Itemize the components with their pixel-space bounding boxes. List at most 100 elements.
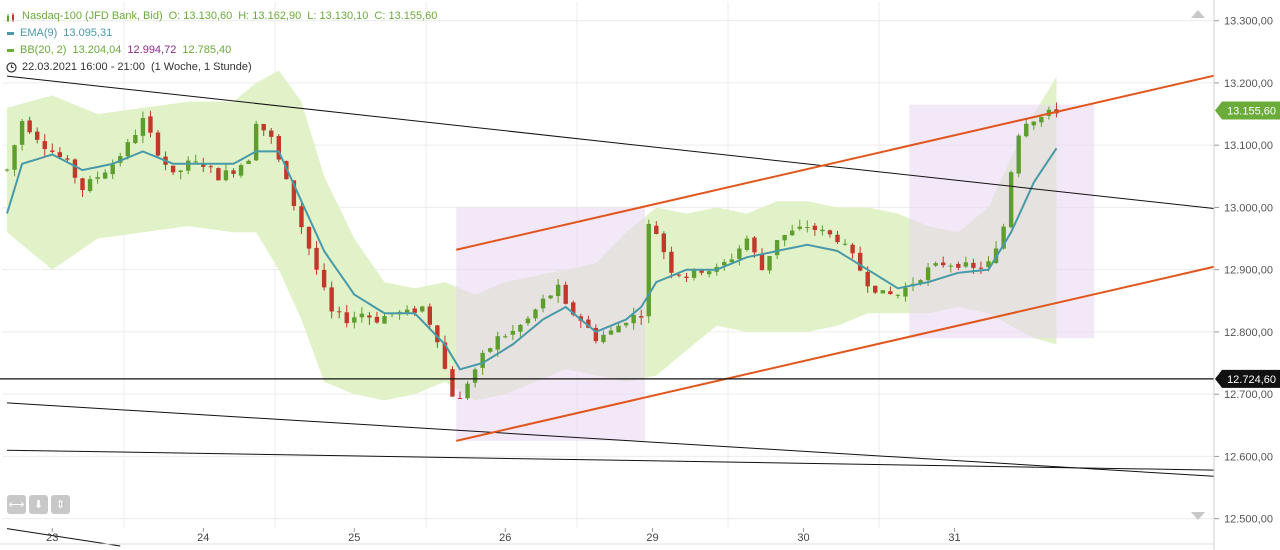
candle-body	[533, 309, 538, 319]
time-tick-label: 24	[197, 532, 209, 544]
candle-body	[306, 227, 312, 249]
time-axis: 23 24 25 26 29 30 31	[0, 528, 1214, 545]
scroll-up-icon[interactable]	[1191, 10, 1205, 18]
ema-swatch	[7, 32, 14, 35]
price-tick-label: 13.300,00	[1224, 16, 1273, 28]
candle-body	[639, 316, 644, 318]
price-axis: 12.500,00 12.600,00 12.700,00 12.800,00 12.9…	[1213, 0, 1280, 550]
price-tick-label: 12.600,00	[1224, 451, 1273, 463]
candle-body	[178, 170, 183, 172]
candle-body	[480, 352, 485, 368]
candle-body	[1039, 117, 1044, 123]
channel-line	[456, 74, 1215, 251]
candle-body	[238, 165, 244, 176]
candle-body	[382, 316, 387, 324]
legend-ema-label: EMA(9)	[20, 27, 58, 39]
time-tick-label: 31	[948, 532, 960, 544]
candle-body	[774, 240, 780, 256]
candle-body	[314, 247, 319, 270]
level-price-badge	[1215, 369, 1280, 388]
candle-body	[186, 160, 191, 171]
expand-horizontal-icon[interactable]: ⟷	[7, 495, 26, 514]
candle-body	[133, 135, 138, 144]
candle-body	[201, 163, 206, 167]
candle-body	[329, 287, 334, 312]
candle-body	[269, 130, 274, 137]
candle-body	[631, 314, 636, 324]
candle-body	[140, 117, 146, 136]
candle-body	[941, 262, 946, 266]
candle-body	[102, 172, 108, 179]
candle-body	[548, 295, 553, 299]
candle-body	[571, 302, 576, 315]
candle-body	[427, 306, 432, 325]
legend-ema-value: 13.095,31	[63, 27, 113, 39]
clock-icon	[6, 62, 17, 73]
legend-low: L: 13.130,10	[307, 10, 369, 22]
candle-body	[820, 229, 825, 232]
candle-body	[1016, 135, 1021, 174]
trend-line	[6, 528, 121, 547]
candle-body	[827, 230, 833, 235]
highlight-box	[909, 104, 1095, 339]
candle-body	[540, 298, 546, 309]
candle-body	[857, 252, 863, 271]
candle-body	[691, 268, 697, 278]
candle-body	[903, 287, 908, 297]
candle-body	[978, 267, 984, 269]
trend-line	[6, 75, 1215, 210]
candle-body	[933, 263, 938, 266]
candle-body	[963, 262, 969, 267]
candle-body	[873, 285, 878, 293]
legend-open: O: 13.130,60	[168, 10, 233, 22]
candle-body	[367, 315, 372, 318]
candle-body	[65, 158, 70, 160]
candle-body	[344, 312, 349, 324]
legend-ohlc-row: Nasdaq-100 (JFD Bank, Bid) O: 13.130,60 …	[6, 8, 437, 25]
candle-body	[850, 244, 855, 254]
candle-body	[472, 369, 478, 383]
candle-body	[986, 261, 991, 268]
candle-body	[752, 237, 757, 253]
scroll-down-icon[interactable]	[1191, 512, 1205, 520]
candle-body	[835, 234, 840, 243]
candle-body	[299, 206, 304, 228]
candle-body	[767, 255, 772, 271]
candle-body	[646, 223, 651, 317]
price-tick-label: 13.200,00	[1224, 78, 1273, 90]
candle-body	[1001, 226, 1006, 249]
candle-body	[118, 156, 123, 163]
drawn-lines[interactable]	[0, 74, 1215, 547]
legend-high: H: 13.162,90	[238, 10, 302, 22]
chart-legend: Nasdaq-100 (JFD Bank, Bid) O: 13.130,60 …	[6, 8, 437, 76]
candle-body	[216, 168, 221, 181]
price-tick-label: 12.500,00	[1224, 514, 1273, 526]
candle-body	[321, 269, 327, 288]
expand-vertical-icon[interactable]: ⇕	[51, 495, 70, 514]
last-price-badge	[1215, 101, 1280, 120]
candle-body	[676, 274, 682, 276]
candle-body	[925, 267, 931, 281]
candle-body	[291, 180, 297, 207]
candle-body	[125, 142, 130, 157]
candle-body	[948, 265, 953, 267]
price-tick-label: 13.100,00	[1224, 140, 1273, 152]
candle-body	[72, 159, 78, 178]
trend-line	[6, 402, 1215, 477]
bollinger-band	[7, 70, 1057, 401]
legend-bb-middle: 12.994,72	[127, 44, 177, 56]
candle-body	[956, 263, 961, 268]
ema-path	[6, 147, 1058, 371]
candle-body	[623, 322, 629, 326]
candle-body	[231, 170, 236, 174]
candle-body	[1031, 121, 1036, 126]
candle-body	[525, 318, 531, 324]
download-icon[interactable]: ⬇	[29, 495, 48, 514]
legend-bb-label: BB(20, 2)	[20, 44, 67, 56]
legend-bb-row: BB(20, 2) 13.204,04 12.994,72 12.785,40	[6, 42, 437, 59]
time-tick-label: 29	[646, 532, 658, 544]
price-tick-label: 12.700,00	[1224, 389, 1273, 401]
candle-body	[442, 342, 448, 369]
candle-body	[155, 132, 161, 156]
